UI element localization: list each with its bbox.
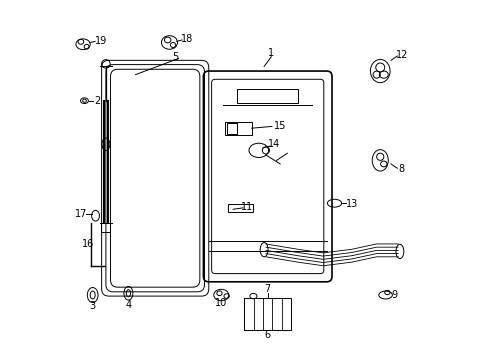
Text: 1: 1 (268, 48, 274, 58)
Text: 2: 2 (94, 96, 100, 106)
Text: 15: 15 (273, 121, 286, 131)
Text: 10: 10 (215, 298, 227, 308)
Text: 3: 3 (89, 301, 96, 311)
Text: 9: 9 (391, 290, 397, 300)
Text: 13: 13 (345, 199, 357, 209)
Text: 12: 12 (395, 50, 407, 60)
Text: 19: 19 (95, 36, 107, 46)
Text: 14: 14 (267, 139, 280, 149)
Text: 5: 5 (171, 52, 178, 62)
Text: 7: 7 (264, 284, 270, 294)
Text: 6: 6 (264, 330, 270, 341)
Text: 4: 4 (125, 300, 131, 310)
Text: 17: 17 (75, 209, 87, 219)
Text: 16: 16 (82, 239, 94, 249)
Text: 18: 18 (181, 34, 193, 44)
Text: 11: 11 (241, 202, 253, 212)
Text: 8: 8 (398, 164, 404, 174)
